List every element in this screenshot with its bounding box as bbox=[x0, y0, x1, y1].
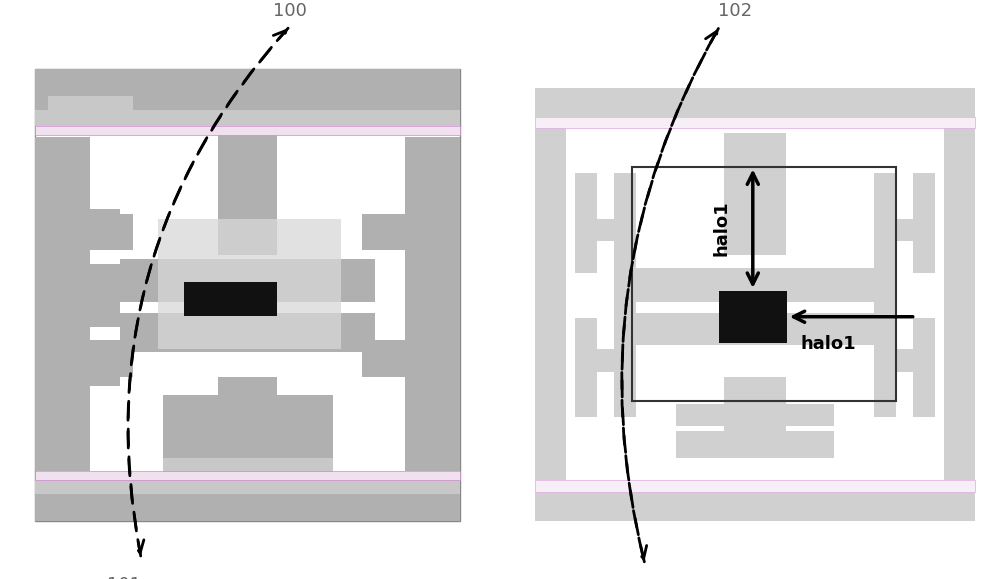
Bar bbox=[944, 128, 975, 481]
Bar bbox=[120, 313, 375, 352]
Text: halo1: halo1 bbox=[713, 201, 731, 256]
Bar bbox=[184, 282, 277, 316]
Bar bbox=[35, 137, 90, 471]
Bar bbox=[90, 214, 133, 250]
Bar bbox=[719, 291, 787, 343]
Bar bbox=[35, 481, 460, 494]
Bar bbox=[90, 263, 120, 327]
Bar bbox=[614, 318, 636, 417]
Text: halo1: halo1 bbox=[800, 335, 856, 353]
Bar bbox=[676, 431, 834, 458]
Bar bbox=[614, 273, 636, 323]
Bar bbox=[724, 376, 786, 458]
Bar bbox=[632, 167, 896, 401]
Bar bbox=[575, 173, 597, 273]
Bar bbox=[35, 481, 460, 521]
Bar bbox=[874, 318, 896, 417]
Bar bbox=[162, 458, 332, 481]
Bar bbox=[90, 210, 120, 250]
Bar bbox=[874, 273, 896, 323]
Bar bbox=[120, 259, 375, 302]
Bar bbox=[90, 345, 120, 386]
Text: 102: 102 bbox=[718, 2, 752, 20]
Text: 101: 101 bbox=[107, 576, 141, 579]
Bar bbox=[362, 340, 405, 376]
Bar bbox=[614, 173, 636, 273]
Bar bbox=[575, 218, 614, 241]
Bar bbox=[724, 133, 786, 255]
Bar bbox=[375, 340, 405, 376]
Bar bbox=[913, 318, 935, 417]
Bar bbox=[913, 173, 935, 273]
Bar bbox=[535, 481, 975, 492]
Bar bbox=[162, 426, 332, 458]
Bar bbox=[535, 87, 975, 117]
Bar bbox=[535, 69, 975, 521]
Bar bbox=[158, 218, 341, 350]
Bar bbox=[896, 350, 935, 372]
Bar bbox=[35, 126, 460, 135]
Bar bbox=[535, 492, 975, 521]
Bar bbox=[375, 214, 405, 250]
Bar bbox=[575, 350, 614, 372]
Bar bbox=[676, 404, 834, 426]
Bar bbox=[636, 268, 874, 302]
Bar bbox=[90, 340, 133, 376]
Bar bbox=[35, 69, 460, 521]
Bar bbox=[636, 313, 874, 345]
Bar bbox=[35, 471, 460, 481]
Bar bbox=[575, 318, 597, 417]
Bar bbox=[535, 117, 975, 128]
Bar bbox=[874, 173, 896, 273]
Bar bbox=[405, 137, 460, 471]
Bar bbox=[218, 133, 277, 255]
Text: 100: 100 bbox=[273, 2, 307, 20]
Bar bbox=[35, 69, 460, 110]
Bar bbox=[35, 101, 460, 126]
Bar bbox=[896, 218, 935, 241]
Bar bbox=[535, 128, 566, 481]
Bar bbox=[218, 376, 277, 458]
Bar bbox=[48, 96, 133, 115]
Bar bbox=[362, 214, 405, 250]
Bar bbox=[162, 395, 332, 426]
